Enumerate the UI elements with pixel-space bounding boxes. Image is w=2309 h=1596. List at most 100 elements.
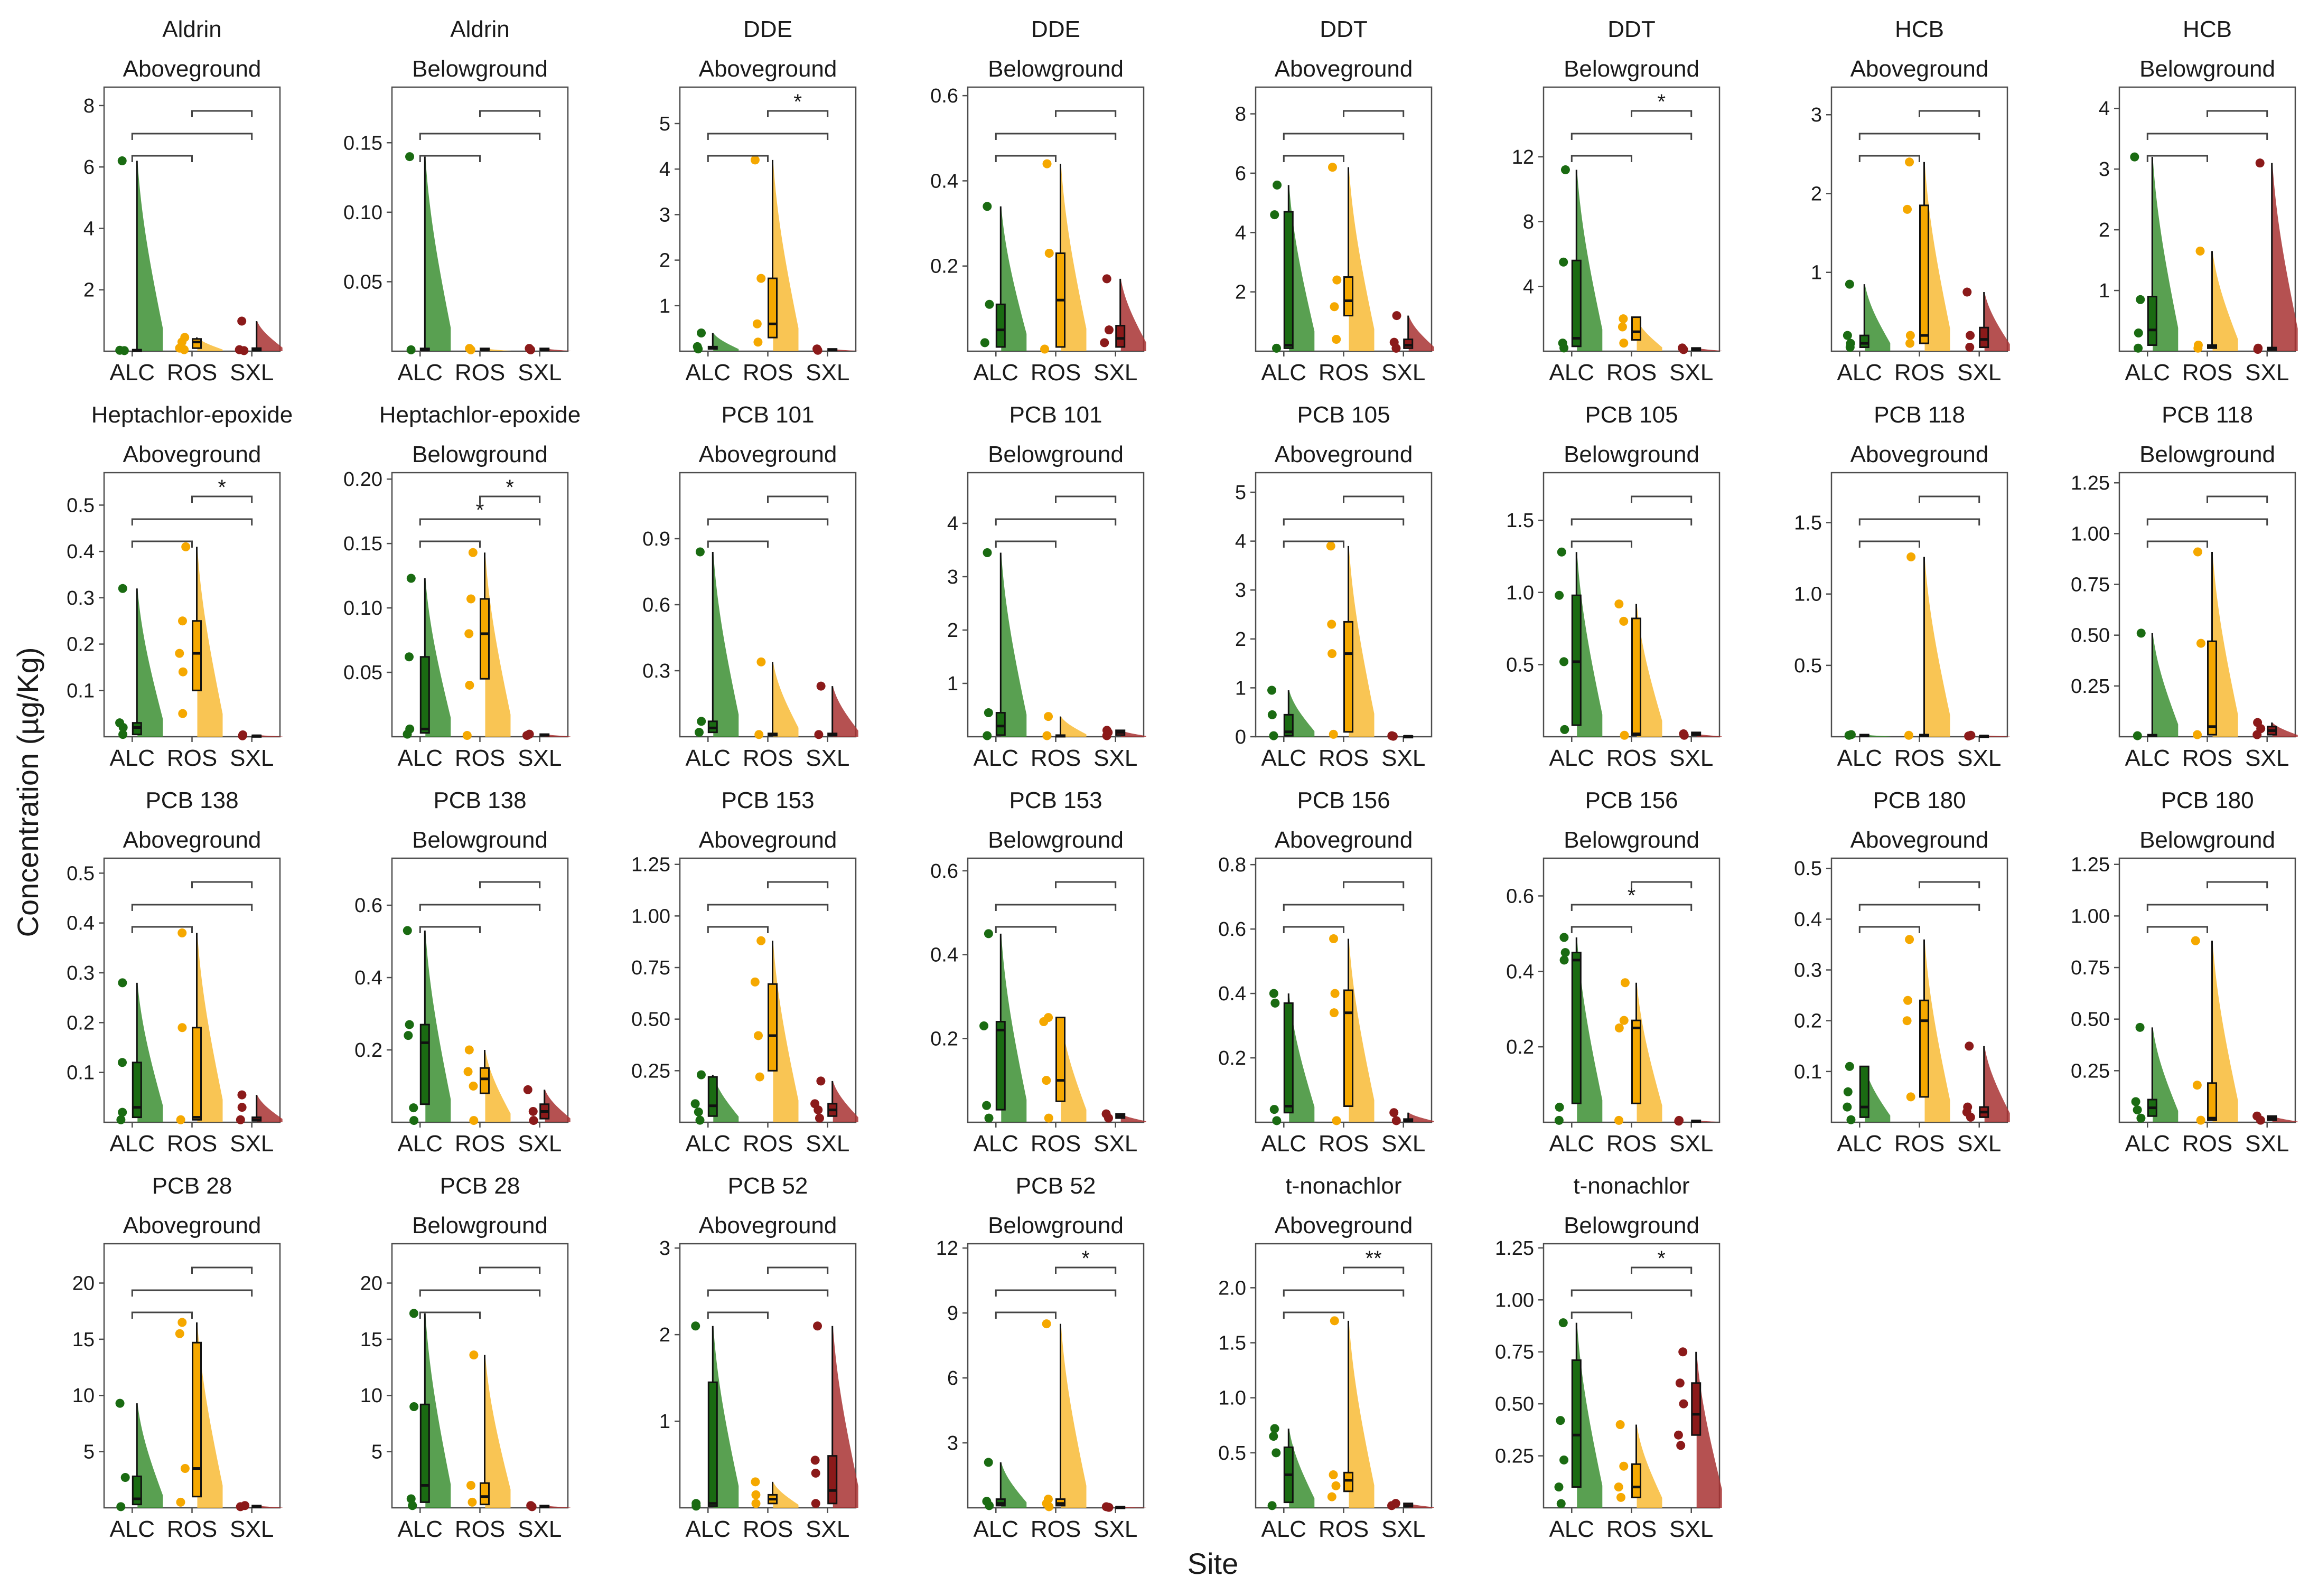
y-tick-label: 1 xyxy=(659,295,670,317)
point-ros xyxy=(175,1329,184,1338)
box-alc xyxy=(995,1021,1006,1111)
panel-fraction-label: Belowground xyxy=(1564,56,1699,82)
violin-ros xyxy=(197,933,223,1122)
x-tick-label-ros: ROS xyxy=(455,1516,505,1542)
y-tick-label: 2 xyxy=(947,619,958,642)
significance-label: * xyxy=(506,476,514,499)
panel-fraction-label: Aboveground xyxy=(1275,1213,1413,1238)
panel-compound-label: DDT xyxy=(1320,16,1367,42)
panel-fraction-label: Belowground xyxy=(412,442,548,467)
x-tick-label-alc: ALC xyxy=(109,1516,155,1542)
box-ros xyxy=(1919,999,1929,1098)
y-tick-label: 0.6 xyxy=(1506,885,1534,907)
point-ros xyxy=(177,1023,187,1032)
x-tick-label-alc: ALC xyxy=(685,1131,731,1157)
comparison-bracket xyxy=(1283,926,1344,933)
point-ros xyxy=(751,1477,760,1487)
x-tick-label-sxl: SXL xyxy=(806,745,849,771)
point-sxl xyxy=(237,1090,247,1100)
point-alc xyxy=(979,1021,989,1030)
panel-compound-label: Heptachlor-epoxide xyxy=(379,402,581,428)
panel-fraction-label: Belowground xyxy=(2139,827,2275,853)
violin-sxl xyxy=(1696,1351,1722,1508)
point-ros xyxy=(1905,157,1914,167)
box-ros xyxy=(192,1027,202,1121)
x-tick-label-ros: ROS xyxy=(2182,1131,2232,1157)
point-ros xyxy=(754,730,764,739)
point-ros xyxy=(177,1318,187,1327)
point-sxl xyxy=(1392,311,1401,321)
violin-alc xyxy=(1289,1429,1315,1508)
y-tick-label: 0.6 xyxy=(1218,918,1246,941)
point-ros xyxy=(468,1497,477,1507)
point-alc xyxy=(406,1494,416,1504)
violin-ros xyxy=(2212,941,2238,1122)
point-alc xyxy=(984,1458,993,1467)
x-tick-label-sxl: SXL xyxy=(230,1131,274,1157)
point-ros xyxy=(754,1031,763,1040)
y-tick-label: 0.4 xyxy=(354,967,382,989)
point-alc xyxy=(406,574,416,583)
point-ros xyxy=(2192,730,2202,739)
panel-compound-label: HCB xyxy=(1895,16,1944,42)
comparison-bracket xyxy=(2146,155,2208,162)
y-tick-label: 0.5 xyxy=(1218,1442,1246,1464)
violin-sxl xyxy=(833,1081,858,1122)
point-alc xyxy=(115,718,125,728)
point-sxl xyxy=(1389,1108,1399,1118)
panel-5: DDT Aboveground 2 4 6 8 ALC ROS SXL xyxy=(1235,16,1434,386)
point-ros xyxy=(465,344,474,353)
violin-sxl xyxy=(257,1505,283,1508)
point-ros xyxy=(2191,936,2200,945)
point-ros xyxy=(1903,204,1912,214)
violin-sxl xyxy=(545,734,571,737)
panel-fraction-label: Aboveground xyxy=(699,442,837,467)
point-sxl xyxy=(1962,287,1972,297)
point-alc xyxy=(1559,657,1569,666)
y-tick-label: 0.5 xyxy=(67,862,95,885)
violin-alc xyxy=(1577,937,1603,1122)
violin-ros xyxy=(1349,1320,1375,1508)
point-alc xyxy=(2135,1022,2145,1032)
x-tick-label-ros: ROS xyxy=(455,360,505,386)
comparison-bracket xyxy=(1631,881,1693,888)
x-tick-label-sxl: SXL xyxy=(1669,1131,1713,1157)
x-tick-label-ros: ROS xyxy=(1319,1516,1369,1542)
y-tick-label: 0.10 xyxy=(343,202,382,224)
box-alc xyxy=(1283,1002,1294,1114)
violin-alc xyxy=(1865,734,1891,737)
box-alc xyxy=(995,303,1006,348)
point-alc xyxy=(980,338,989,348)
box-ros xyxy=(1343,989,1353,1107)
point-ros xyxy=(2196,1115,2205,1125)
box-alc xyxy=(132,1475,142,1506)
point-alc xyxy=(1267,1501,1277,1510)
violin-ros xyxy=(197,337,223,351)
x-tick-label-sxl: SXL xyxy=(518,360,562,386)
violin-ros xyxy=(1924,162,1950,351)
comparison-bracket xyxy=(1283,155,1344,162)
point-alc xyxy=(1556,1499,1566,1508)
y-tick-label: 20 xyxy=(360,1272,382,1294)
point-ros xyxy=(178,667,188,677)
point-alc xyxy=(409,1402,419,1412)
x-tick-label-ros: ROS xyxy=(1319,360,1369,386)
y-tick-label: 1.25 xyxy=(2071,854,2110,876)
violin-sxl xyxy=(1696,348,1722,351)
point-sxl xyxy=(525,729,534,739)
x-tick-label-sxl: SXL xyxy=(230,360,274,386)
violin-ros xyxy=(1061,716,1087,737)
point-ros xyxy=(469,1116,479,1125)
comparison-bracket xyxy=(2207,110,2268,117)
panel-frame xyxy=(391,86,569,352)
y-tick-label: 1 xyxy=(1235,677,1246,699)
box-sxl xyxy=(1979,326,1989,349)
point-ros xyxy=(462,731,472,740)
panel-8: HCB Belowground 1 2 3 4 ALC ROS SXL xyxy=(2099,16,2298,386)
comparison-bracket xyxy=(995,540,1057,548)
point-ros xyxy=(1042,159,1052,168)
point-sxl xyxy=(2254,343,2263,353)
x-tick-label-sxl: SXL xyxy=(1093,360,1137,386)
y-tick-label: 0.6 xyxy=(930,85,958,107)
y-tick-label: 0.4 xyxy=(930,170,958,192)
